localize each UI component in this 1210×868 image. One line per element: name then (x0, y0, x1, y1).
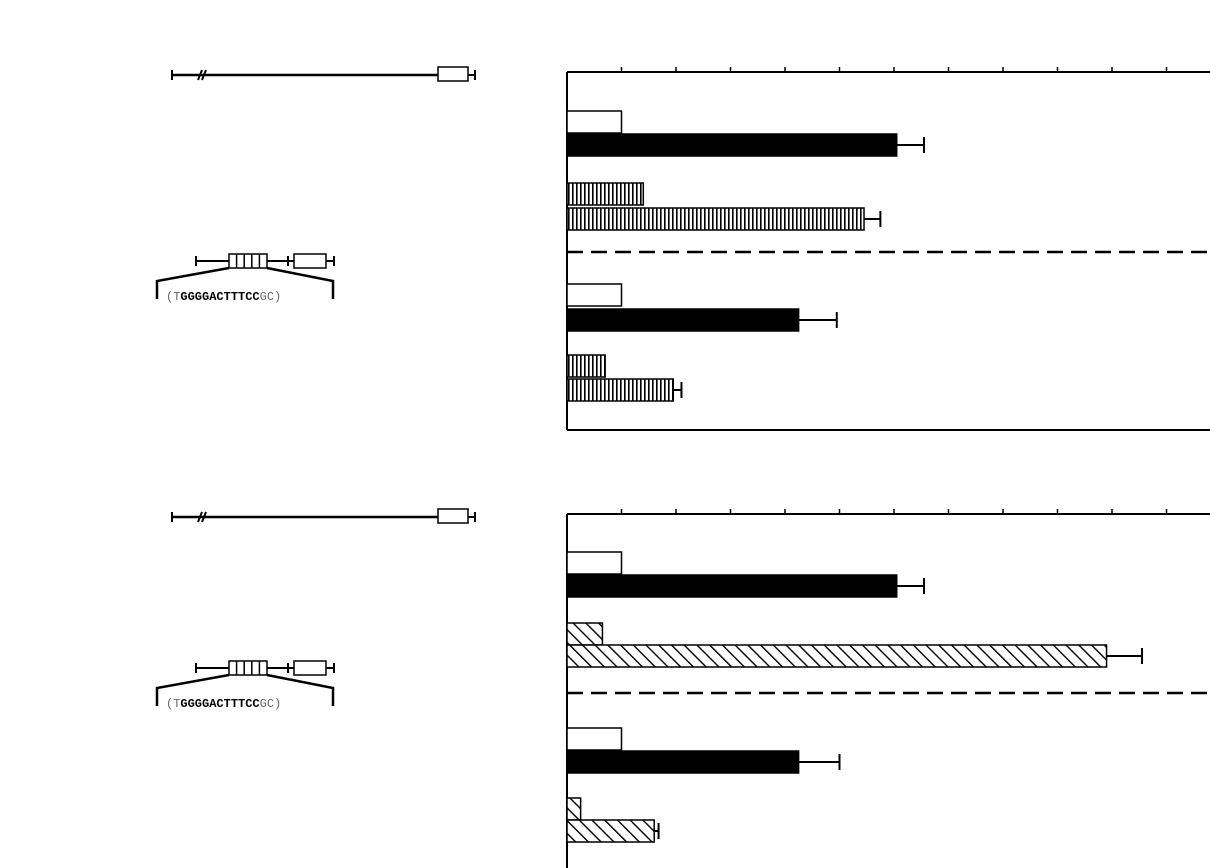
sequence-part: ) (274, 697, 281, 711)
bar-ikb-dn-tpa (566, 819, 655, 843)
bar-ikb-dn-tpa (566, 644, 1108, 668)
bar-tpa (566, 133, 898, 157)
bar-tpa (566, 574, 898, 598)
binding-sequence: (TGGGGACTTTCCGC) (166, 290, 281, 304)
bar-cape-tpa (566, 207, 865, 231)
sequence-part: T (173, 290, 180, 304)
sequence-part: GC (260, 290, 274, 304)
bar-kontrolle (566, 727, 623, 751)
sequence-part: GC (260, 697, 274, 711)
luc-box (437, 508, 469, 524)
sequence-bracket-right (266, 266, 335, 299)
break-mark (197, 511, 203, 523)
bar-cape (566, 354, 606, 378)
bar-ikb-dn (566, 797, 582, 821)
nfkb-element-box (228, 660, 268, 676)
bar-cape (566, 182, 645, 206)
sequence-part: ) (274, 290, 281, 304)
sequence-part: GGGGACTTTCC (180, 697, 259, 711)
sequence-part: T (173, 697, 180, 711)
panel-a: (TGGGGACTTTCCGC) (155, 66, 1210, 431)
sequence-part: GGGGACTTTCC (180, 290, 259, 304)
break-mark (201, 69, 207, 81)
bar-ikb-dn (566, 622, 604, 646)
luc-box (293, 253, 327, 269)
nfkb-element-box (228, 253, 268, 269)
bar-kontrolle (566, 110, 623, 134)
bar-tpa (566, 308, 800, 332)
panel-b: (TGGGGACTTTCCGC) (155, 508, 1210, 868)
luc-box (437, 66, 469, 82)
luc-box (293, 660, 327, 676)
bar-tpa (566, 750, 800, 774)
break-mark (197, 69, 203, 81)
bar-cape-tpa (566, 378, 675, 402)
sequence-part: ( (166, 697, 173, 711)
sequence-bracket-right (266, 673, 335, 706)
binding-sequence: (TGGGGACTTTCCGC) (166, 697, 281, 711)
break-mark (201, 511, 207, 523)
bar-kontrolle (566, 551, 623, 575)
bar-kontrolle (566, 283, 623, 307)
sequence-bracket-left (155, 266, 230, 299)
sequence-bracket-left (155, 673, 230, 706)
sequence-part: ( (166, 290, 173, 304)
